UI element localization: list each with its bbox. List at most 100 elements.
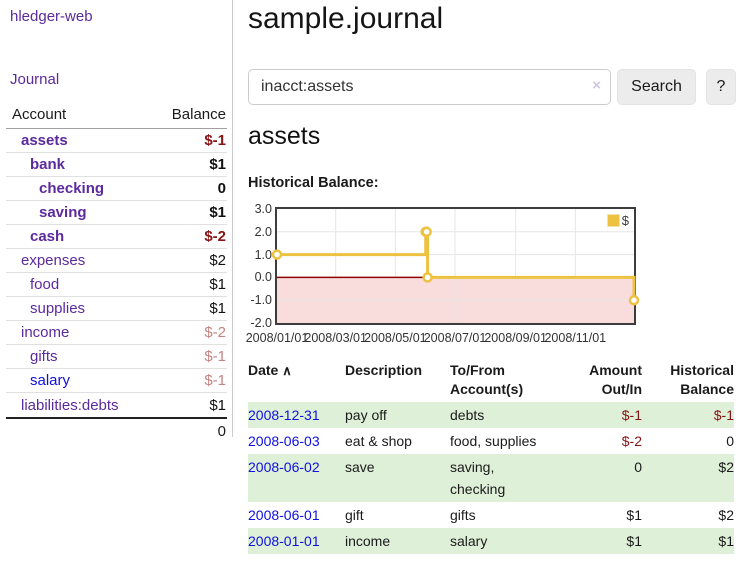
sidebar-account-link[interactable]: checking	[39, 180, 105, 197]
column-header-date[interactable]: Date ∧	[248, 362, 292, 378]
balance-chart-svg	[271, 209, 640, 323]
table-row: 2008-06-01 gift gifts $1 $2	[248, 502, 734, 528]
help-button[interactable]: ?	[706, 69, 736, 105]
sidebar-account-link[interactable]: bank	[30, 156, 66, 173]
transaction-date-link[interactable]: 2008-06-03	[248, 433, 320, 449]
x-axis-tick-label: 2008/11/01	[544, 331, 607, 345]
transaction-date-link[interactable]: 2008-01-01	[248, 533, 320, 549]
x-axis-tick-label: 2008/03/01	[304, 331, 367, 345]
accounts-cell: debts	[450, 407, 485, 423]
description-cell: eat & shop	[345, 433, 412, 449]
x-axis-tick-label: 2008/01/01	[245, 331, 309, 345]
sort-ascending-icon: ∧	[282, 363, 292, 378]
account-tree-rows: assets $-1 bank $1 checking 0 saving $1 cash $-2 e…	[6, 129, 227, 417]
sidebar-account-link[interactable]: assets	[21, 132, 68, 149]
balance-cell: $2	[718, 507, 734, 523]
sidebar-account-link[interactable]: saving	[39, 204, 87, 221]
balance-column-header: Balance	[171, 106, 226, 123]
transaction-date-link[interactable]: 2008-12-31	[248, 407, 320, 423]
x-axis-tick-label: 2008/07/01	[423, 331, 487, 345]
table-row: 2008-01-01 income salary $1 $1	[248, 528, 734, 554]
sidebar-account-link[interactable]: income	[21, 324, 70, 341]
account-page-title: assets	[248, 122, 321, 150]
search-form: × Search ?	[248, 69, 736, 105]
transaction-date-cell: 2008-01-01	[248, 528, 345, 554]
account-balance: $-1	[204, 372, 226, 389]
account-total-row: 0	[6, 417, 227, 443]
account-row: expenses $2	[6, 249, 227, 273]
historical-balance-chart: $ 3.0 2.0 1.0 0.0 -1.0 -2.0 2008/01/01 2008/03/…	[246, 202, 736, 347]
account-balance: $-1	[204, 132, 226, 149]
amount-cell: $-1	[621, 407, 642, 423]
account-balance: $-2	[204, 324, 226, 341]
transaction-date-cell: 2008-06-02	[248, 454, 345, 502]
transaction-date-link[interactable]: 2008-06-01	[248, 507, 320, 523]
account-balance: $-2	[204, 228, 226, 245]
y-axis-tick-label: -1.0	[250, 293, 272, 308]
sidebar-item-journal[interactable]: Journal	[10, 71, 60, 88]
balance-cell: $1	[718, 533, 734, 549]
balance-cell: $2	[718, 459, 734, 475]
amount-cell: $-2	[621, 433, 642, 449]
account-row: saving $1	[6, 201, 227, 225]
description-cell: gift	[345, 507, 364, 523]
y-axis-tick-label: 2.0	[254, 224, 272, 239]
account-row: income $-2	[6, 321, 227, 345]
sidebar-account-link[interactable]: supplies	[30, 300, 86, 317]
description-cell: income	[345, 533, 391, 549]
description-cell: save	[345, 459, 375, 475]
account-tree: Account Balance assets $-1 bank $1 checking 0…	[6, 103, 227, 443]
page-title: sample.journal	[248, 2, 444, 35]
amount-cell: $1	[626, 533, 642, 549]
chart-plot-area: $	[271, 207, 640, 325]
app-title-link[interactable]: hledger-web	[10, 8, 93, 25]
sidebar-account-link[interactable]: cash	[30, 228, 65, 245]
column-header-description: Description	[345, 362, 423, 378]
account-balance: $1	[209, 204, 226, 221]
transaction-date-link[interactable]: 2008-06-02	[248, 459, 320, 475]
accounts-cell: gifts	[450, 507, 476, 523]
account-column-header: Account	[12, 106, 67, 123]
accounts-cell: saving, checking	[450, 459, 506, 497]
account-row: gifts $-1	[6, 345, 227, 369]
total-balance: 0	[217, 422, 226, 440]
account-balance: $2	[209, 252, 226, 269]
column-header-accounts: To/From Account(s)	[450, 362, 524, 397]
sidebar: hledger-web Journal Account Balance asse…	[0, 0, 233, 440]
transaction-date-cell: 2008-06-03	[248, 428, 345, 454]
amount-cell: 0	[634, 459, 642, 475]
description-cell: pay off	[345, 407, 387, 423]
account-balance: $1	[209, 156, 226, 173]
table-row: 2008-06-02 save saving, checking 0 $2	[248, 454, 734, 502]
sidebar-account-link[interactable]: expenses	[21, 252, 86, 269]
sidebar-account-link[interactable]: salary	[30, 372, 71, 389]
search-button[interactable]: Search	[617, 69, 696, 105]
sidebar-account-link[interactable]: gifts	[30, 348, 58, 365]
x-axis-tick-label: 2008/09/01	[484, 331, 547, 345]
chart-legend: $	[606, 213, 629, 228]
y-axis-tick-label: 0.0	[254, 270, 272, 285]
register-table: Date ∧ Description To/From Account(s) Am…	[248, 361, 734, 554]
clear-search-icon[interactable]: ×	[592, 77, 601, 94]
y-axis-tick-label: -2.0	[250, 316, 272, 330]
account-row: food $1	[6, 273, 227, 297]
y-axis-tick-label: 1.0	[254, 247, 272, 262]
account-balance: $1	[209, 396, 226, 414]
transaction-date-cell: 2008-06-01	[248, 502, 345, 528]
account-row: checking 0	[6, 177, 227, 201]
account-row: bank $1	[6, 153, 227, 177]
account-row: assets $-1	[6, 129, 227, 153]
transaction-date-cell: 2008-12-31	[248, 402, 345, 428]
search-box: ×	[248, 69, 611, 105]
column-header-amount: Amount Out/In	[589, 362, 642, 397]
account-row: supplies $1	[6, 297, 227, 321]
sidebar-account-link[interactable]: liabilities:debts	[21, 396, 119, 414]
legend-swatch-icon	[606, 214, 620, 227]
sidebar-account-link[interactable]: food	[30, 276, 60, 293]
accounts-cell: food, supplies	[450, 433, 537, 449]
x-axis-tick-label: 2008/05/01	[364, 331, 427, 345]
search-input[interactable]	[248, 69, 611, 105]
account-row: cash $-2	[6, 225, 227, 249]
accounts-cell: salary	[450, 533, 488, 549]
